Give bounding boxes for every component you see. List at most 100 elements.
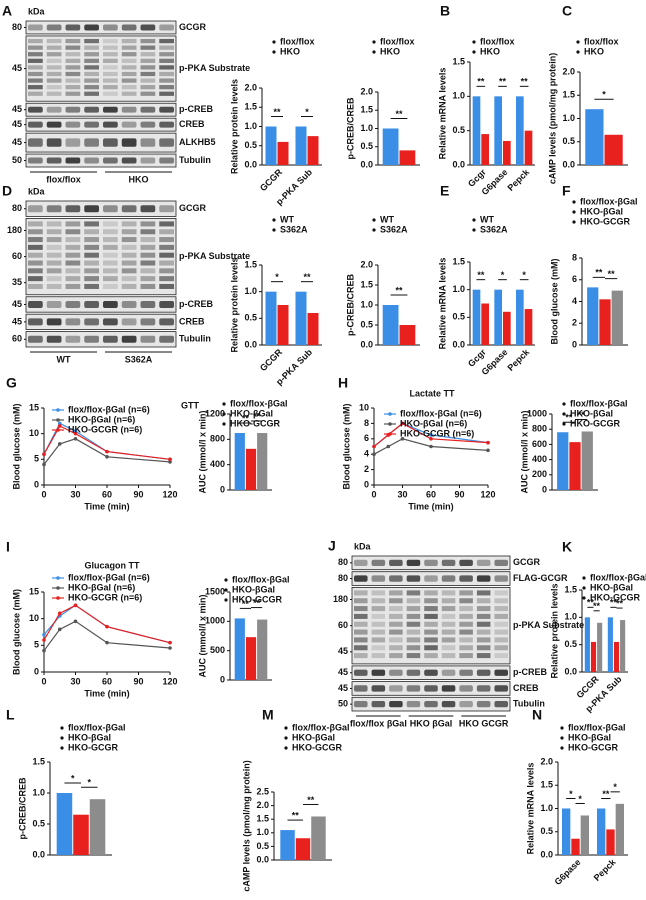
legend-label: HKO-GCGR — [570, 418, 620, 428]
y-tick-label: 1.0 — [32, 787, 45, 797]
band — [140, 221, 156, 227]
band — [389, 637, 403, 643]
panel-label: G — [6, 375, 17, 391]
y-axis-label: p-CREB/CREB — [17, 777, 27, 839]
point — [42, 648, 46, 653]
y-axis-label: p-CREB/CREB — [345, 274, 355, 336]
band — [406, 701, 421, 708]
band — [159, 221, 174, 227]
point — [168, 460, 172, 464]
band — [494, 701, 508, 708]
band — [103, 85, 118, 90]
y-tick-label: 1.5 — [562, 90, 575, 100]
y-tick-label: 1.0 — [540, 803, 553, 813]
band — [159, 260, 174, 266]
legend-swatch — [56, 418, 60, 422]
sig-label: ** — [395, 109, 403, 119]
y-tick-label: 0.0 — [360, 339, 373, 349]
legend-swatch — [562, 422, 566, 426]
band — [121, 45, 137, 50]
y-tick-label: 0 — [34, 666, 39, 676]
bar — [562, 808, 571, 855]
sig-label: ** — [307, 795, 315, 805]
band — [354, 621, 368, 627]
band — [459, 669, 473, 676]
y-tick-label: 1.0 — [360, 299, 373, 309]
y-axis-label: p-CREB/CREB — [345, 97, 355, 159]
y-axis-label: Relative mRNA levels — [525, 763, 535, 855]
band — [371, 629, 386, 635]
band — [354, 590, 368, 596]
panel-label: A — [2, 3, 12, 19]
panel-label: H — [338, 375, 348, 391]
band — [28, 138, 43, 147]
band — [459, 701, 473, 708]
band — [121, 85, 137, 90]
x-tick-label: 120 — [162, 489, 177, 499]
band — [28, 252, 43, 258]
protein-label: CREB — [179, 316, 205, 326]
band — [121, 260, 137, 266]
band — [28, 106, 43, 113]
point — [168, 457, 172, 462]
y-tick-label: 1.0 — [256, 827, 269, 837]
y-tick-label: 6 — [572, 274, 577, 284]
legend-label: flox/flox-βGal — [230, 398, 288, 408]
y-tick-label: 0.0 — [564, 666, 577, 676]
y-tick-label: 0.5 — [256, 841, 269, 851]
legend-label: S362A — [280, 224, 308, 234]
band — [28, 52, 43, 57]
band — [84, 71, 99, 77]
band — [84, 38, 99, 44]
x-tick-label: 90 — [133, 676, 143, 686]
y-tick-label: 1.5 — [244, 102, 257, 112]
y-tick-label: 1.0 — [360, 123, 373, 133]
sig-label: ** — [616, 598, 624, 608]
band — [476, 613, 491, 619]
chart-title: GTT — [181, 400, 199, 410]
y-tick-label: 2.5 — [256, 786, 269, 796]
band — [459, 621, 473, 627]
legend-label: flox/flox — [584, 36, 619, 46]
panel-label: I — [6, 539, 10, 555]
legend-label: flox/flox-βGal — [568, 722, 626, 732]
y-tick-label: 0.5 — [244, 140, 257, 150]
band — [46, 205, 62, 213]
band — [103, 58, 118, 63]
band — [441, 685, 456, 692]
marker-label: 45 — [338, 667, 348, 677]
legend-label: HKO-GCGR — [68, 742, 118, 752]
band — [103, 38, 118, 44]
sig-label: ** — [242, 599, 250, 609]
bar — [585, 109, 604, 165]
band — [46, 318, 62, 326]
band — [371, 575, 386, 582]
marker-label: 45 — [12, 316, 22, 326]
legend-label: HKO-βGal (n=6) — [400, 418, 467, 428]
band — [84, 138, 99, 147]
y-tick-label: 0.5 — [32, 818, 45, 828]
band — [371, 653, 386, 659]
band — [28, 85, 43, 90]
band — [65, 106, 81, 113]
band — [459, 645, 473, 651]
y-tick-label: 1.5 — [452, 256, 465, 266]
band — [424, 685, 438, 692]
band — [389, 669, 403, 676]
legend-label: HKO-βGal — [580, 206, 623, 216]
band — [476, 606, 491, 612]
band — [476, 637, 491, 643]
band — [121, 91, 137, 96]
band — [441, 653, 456, 659]
legend-swatch — [224, 588, 228, 592]
band — [389, 598, 403, 604]
band — [103, 24, 118, 31]
sig-label: ** — [595, 268, 603, 278]
band — [441, 575, 456, 582]
band — [140, 244, 156, 250]
x-tick-label: 30 — [70, 489, 80, 499]
band — [121, 58, 137, 63]
marker-label: 45 — [12, 119, 22, 129]
y-tick-label: 1.0 — [244, 286, 257, 296]
